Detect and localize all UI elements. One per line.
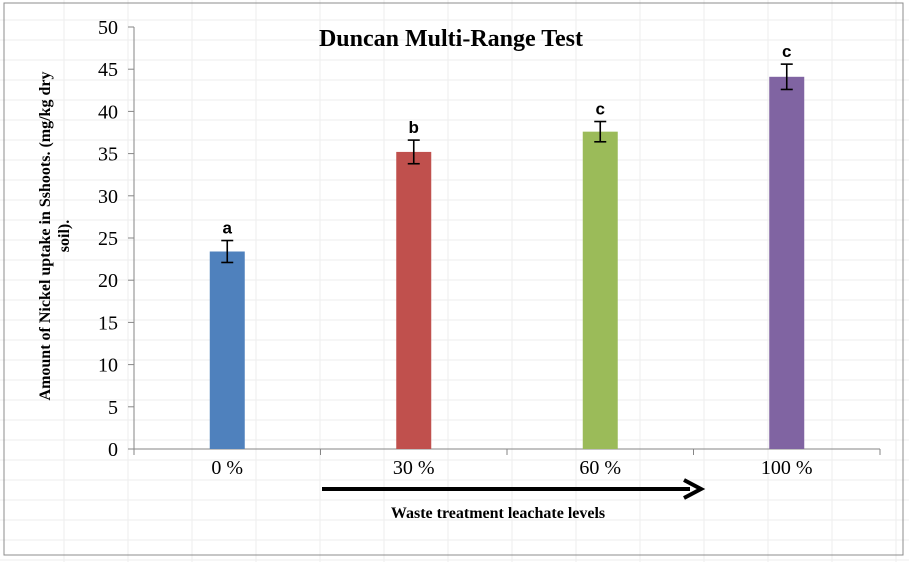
significance-letter: a bbox=[223, 219, 233, 238]
axes: 0 5 10 15 20 25 30 35 40 45 50 bbox=[98, 17, 881, 461]
y-tick-label: 20 bbox=[98, 270, 118, 292]
y-tick-label: 5 bbox=[108, 397, 118, 419]
significance-letter: b bbox=[409, 118, 419, 137]
x-tick-label: 0 % bbox=[211, 457, 243, 479]
bars: a 0 % b 30 % c 60 % c 100 % bbox=[209, 42, 813, 479]
y-tick-label: 40 bbox=[98, 101, 118, 123]
y-tick-label: 45 bbox=[98, 59, 118, 81]
x-axis-label: Waste treatment leachate levels bbox=[391, 505, 605, 522]
x-axis-arrow bbox=[322, 478, 706, 500]
bar bbox=[396, 151, 432, 450]
y-axis-label: Amount of Nickel uptake in Sshoots. (mg/… bbox=[37, 72, 73, 401]
y-axis-label-line-2: soil). bbox=[56, 220, 73, 252]
y-tick-label: 15 bbox=[98, 312, 118, 334]
x-tick-label: 30 % bbox=[393, 457, 435, 479]
bar bbox=[769, 76, 805, 450]
y-tick-label: 50 bbox=[98, 17, 118, 39]
y-tick-label: 10 bbox=[98, 355, 118, 377]
bar bbox=[209, 251, 245, 449]
y-axis-label-line-1: Amount of Nickel uptake in Sshoots. (mg/… bbox=[37, 72, 54, 401]
y-tick-label: 30 bbox=[98, 186, 118, 208]
bar bbox=[582, 131, 618, 449]
y-tick-label: 25 bbox=[98, 228, 118, 250]
y-tick-label: 35 bbox=[98, 144, 118, 166]
chart-border bbox=[3, 2, 904, 556]
significance-letter: c bbox=[782, 42, 791, 61]
x-tick-label: 60 % bbox=[579, 457, 621, 479]
y-tick-label: 0 bbox=[108, 439, 118, 461]
chart-title: Duncan Multi-Range Test bbox=[319, 26, 583, 52]
significance-letter: c bbox=[596, 100, 605, 119]
x-tick-label: 100 % bbox=[761, 457, 813, 479]
